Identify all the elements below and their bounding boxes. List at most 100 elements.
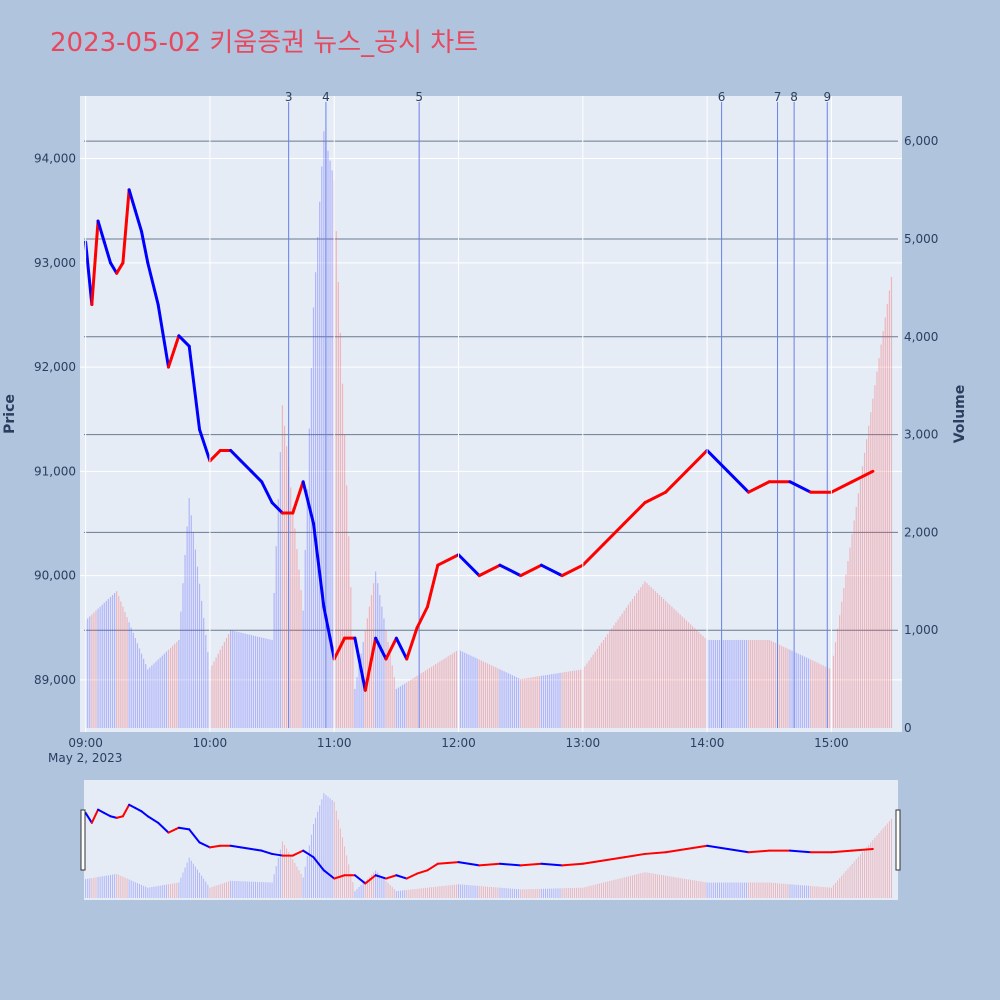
volume-bar: [180, 611, 182, 728]
slider-volume-bar: [377, 872, 379, 898]
slider-price-segment: [374, 874, 388, 880]
slider-volume-bar: [466, 884, 468, 898]
volume-bar: [114, 593, 116, 728]
volume-bar: [698, 632, 700, 728]
slider-volume-bar: [783, 883, 785, 898]
volume-bar: [410, 679, 412, 728]
slider-volume-bar: [569, 888, 571, 898]
volume-bar: [785, 647, 787, 728]
volume-bar: [818, 663, 820, 728]
slider-volume-bar: [149, 887, 151, 898]
volume-bar: [213, 661, 215, 728]
volume-bar: [172, 645, 174, 728]
slider-volume-bar: [478, 885, 480, 898]
volume-bar: [544, 675, 547, 728]
volume-bar: [323, 131, 325, 728]
slider-volume-bar: [331, 800, 333, 898]
slider-volume-bar: [621, 877, 623, 898]
volume-bar: [147, 669, 149, 728]
slider-volume-bar: [522, 889, 524, 898]
plot-area[interactable]: [80, 96, 902, 732]
volume-bar: [254, 636, 257, 728]
price-segment: [90, 219, 100, 307]
slider-volume-bar: [563, 888, 565, 898]
slider-volume-bar: [866, 847, 868, 898]
slider-price-segment: [851, 848, 874, 852]
volume-bar: [797, 653, 799, 728]
range-slider-handle-left[interactable]: [80, 809, 86, 871]
volume-bar: [263, 638, 265, 728]
slider-volume-bar: [600, 883, 602, 898]
slider-volume-bar: [273, 874, 275, 898]
volume-bar: [638, 590, 640, 728]
slider-volume-bar: [107, 875, 109, 898]
price-segment: [560, 563, 585, 578]
slider-volume-bar: [141, 884, 143, 898]
volume-bar: [352, 638, 354, 728]
volume-bar: [219, 649, 221, 728]
slider-volume-bar: [277, 857, 279, 898]
slider-volume-bar: [874, 837, 876, 898]
slider-volume-bar: [232, 880, 234, 898]
slider-volume-bar: [290, 855, 292, 898]
volume-bar: [584, 666, 586, 728]
slider-price-segment: [457, 861, 481, 867]
slider-volume-bar: [371, 874, 373, 898]
slider-volume-bar: [292, 859, 294, 898]
volume-bar: [841, 601, 843, 728]
volume-bar: [847, 561, 849, 728]
volume-bar: [283, 425, 286, 728]
volume-bar: [783, 646, 785, 728]
slider-volume-bar: [348, 864, 350, 898]
price-segment: [115, 261, 125, 275]
range-slider-handle-right[interactable]: [895, 809, 901, 871]
slider-volume-bar: [163, 884, 165, 898]
slider-volume-bar: [534, 889, 536, 898]
volume-bar: [248, 634, 250, 728]
slider-volume-bar: [526, 889, 528, 898]
volume-bar: [727, 639, 729, 728]
slider-volume-bar: [826, 887, 828, 898]
slider-volume-bar: [358, 887, 360, 898]
volume-bar: [839, 615, 841, 728]
volume-bar: [298, 569, 300, 728]
volume-bar: [406, 682, 408, 728]
price-segment: [311, 521, 326, 609]
slider-price-segment: [198, 841, 211, 849]
slider-volume-bar: [308, 845, 310, 898]
volume-bar: [741, 639, 743, 728]
price-segment: [156, 303, 170, 369]
slider-volume-bar: [101, 876, 103, 898]
slider-volume-bar: [545, 888, 547, 898]
slider-volume-bar: [242, 881, 244, 898]
volume-bar: [230, 630, 232, 728]
volume-bar: [441, 660, 443, 728]
slider-volume-bar: [159, 885, 161, 898]
volume-bar: [520, 679, 522, 728]
slider-volume-bar: [346, 855, 348, 898]
volume-bar: [611, 628, 613, 728]
volume-bar: [385, 630, 387, 728]
slider-volume-bar: [217, 884, 219, 898]
range-slider[interactable]: [84, 780, 898, 900]
slider-volume-bar: [868, 844, 870, 898]
volume-bar: [671, 606, 673, 728]
volume-bar: [480, 660, 482, 728]
slider-volume-bar: [491, 887, 493, 898]
volume-bar: [167, 649, 170, 728]
marker-label: 8: [790, 90, 798, 104]
slider-volume-bar: [420, 888, 422, 898]
volume-bar: [356, 677, 358, 728]
volume-bar: [578, 669, 580, 728]
price-segment: [270, 501, 284, 515]
slider-volume-bar: [878, 833, 880, 898]
volume-bar: [625, 607, 627, 728]
price-segment: [96, 219, 106, 244]
slider-volume-bar: [203, 878, 205, 898]
slider-price-segment: [426, 862, 439, 872]
volume-bar: [503, 671, 505, 728]
price-segment: [405, 626, 419, 661]
slider-volume-bar: [366, 878, 368, 898]
slider-volume-bar: [787, 884, 789, 898]
